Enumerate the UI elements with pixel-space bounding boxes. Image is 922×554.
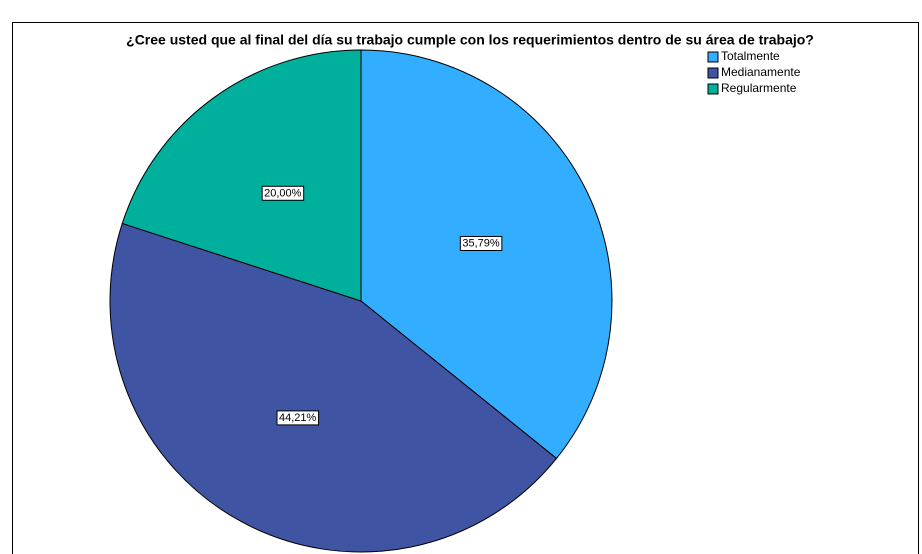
legend-swatch [707,83,719,95]
value-label-box [261,185,305,201]
pie-slice [109,222,558,553]
value-label-box [459,235,503,251]
value-label: 44,21% [279,412,317,424]
legend-swatch [707,51,719,63]
chart-title: ¿Cree usted que al final del día su trab… [126,32,814,48]
value-label: 20,00% [264,187,302,199]
legend-swatch [707,67,719,79]
pie-slice [360,49,613,460]
value-label: 35,79% [462,237,500,249]
legend-label: Totalmente [721,49,780,63]
legend-label: Regularmente [721,81,797,95]
legend-label: Medianamente [721,65,801,79]
value-label-box [276,410,320,426]
pie-slice [121,49,362,302]
